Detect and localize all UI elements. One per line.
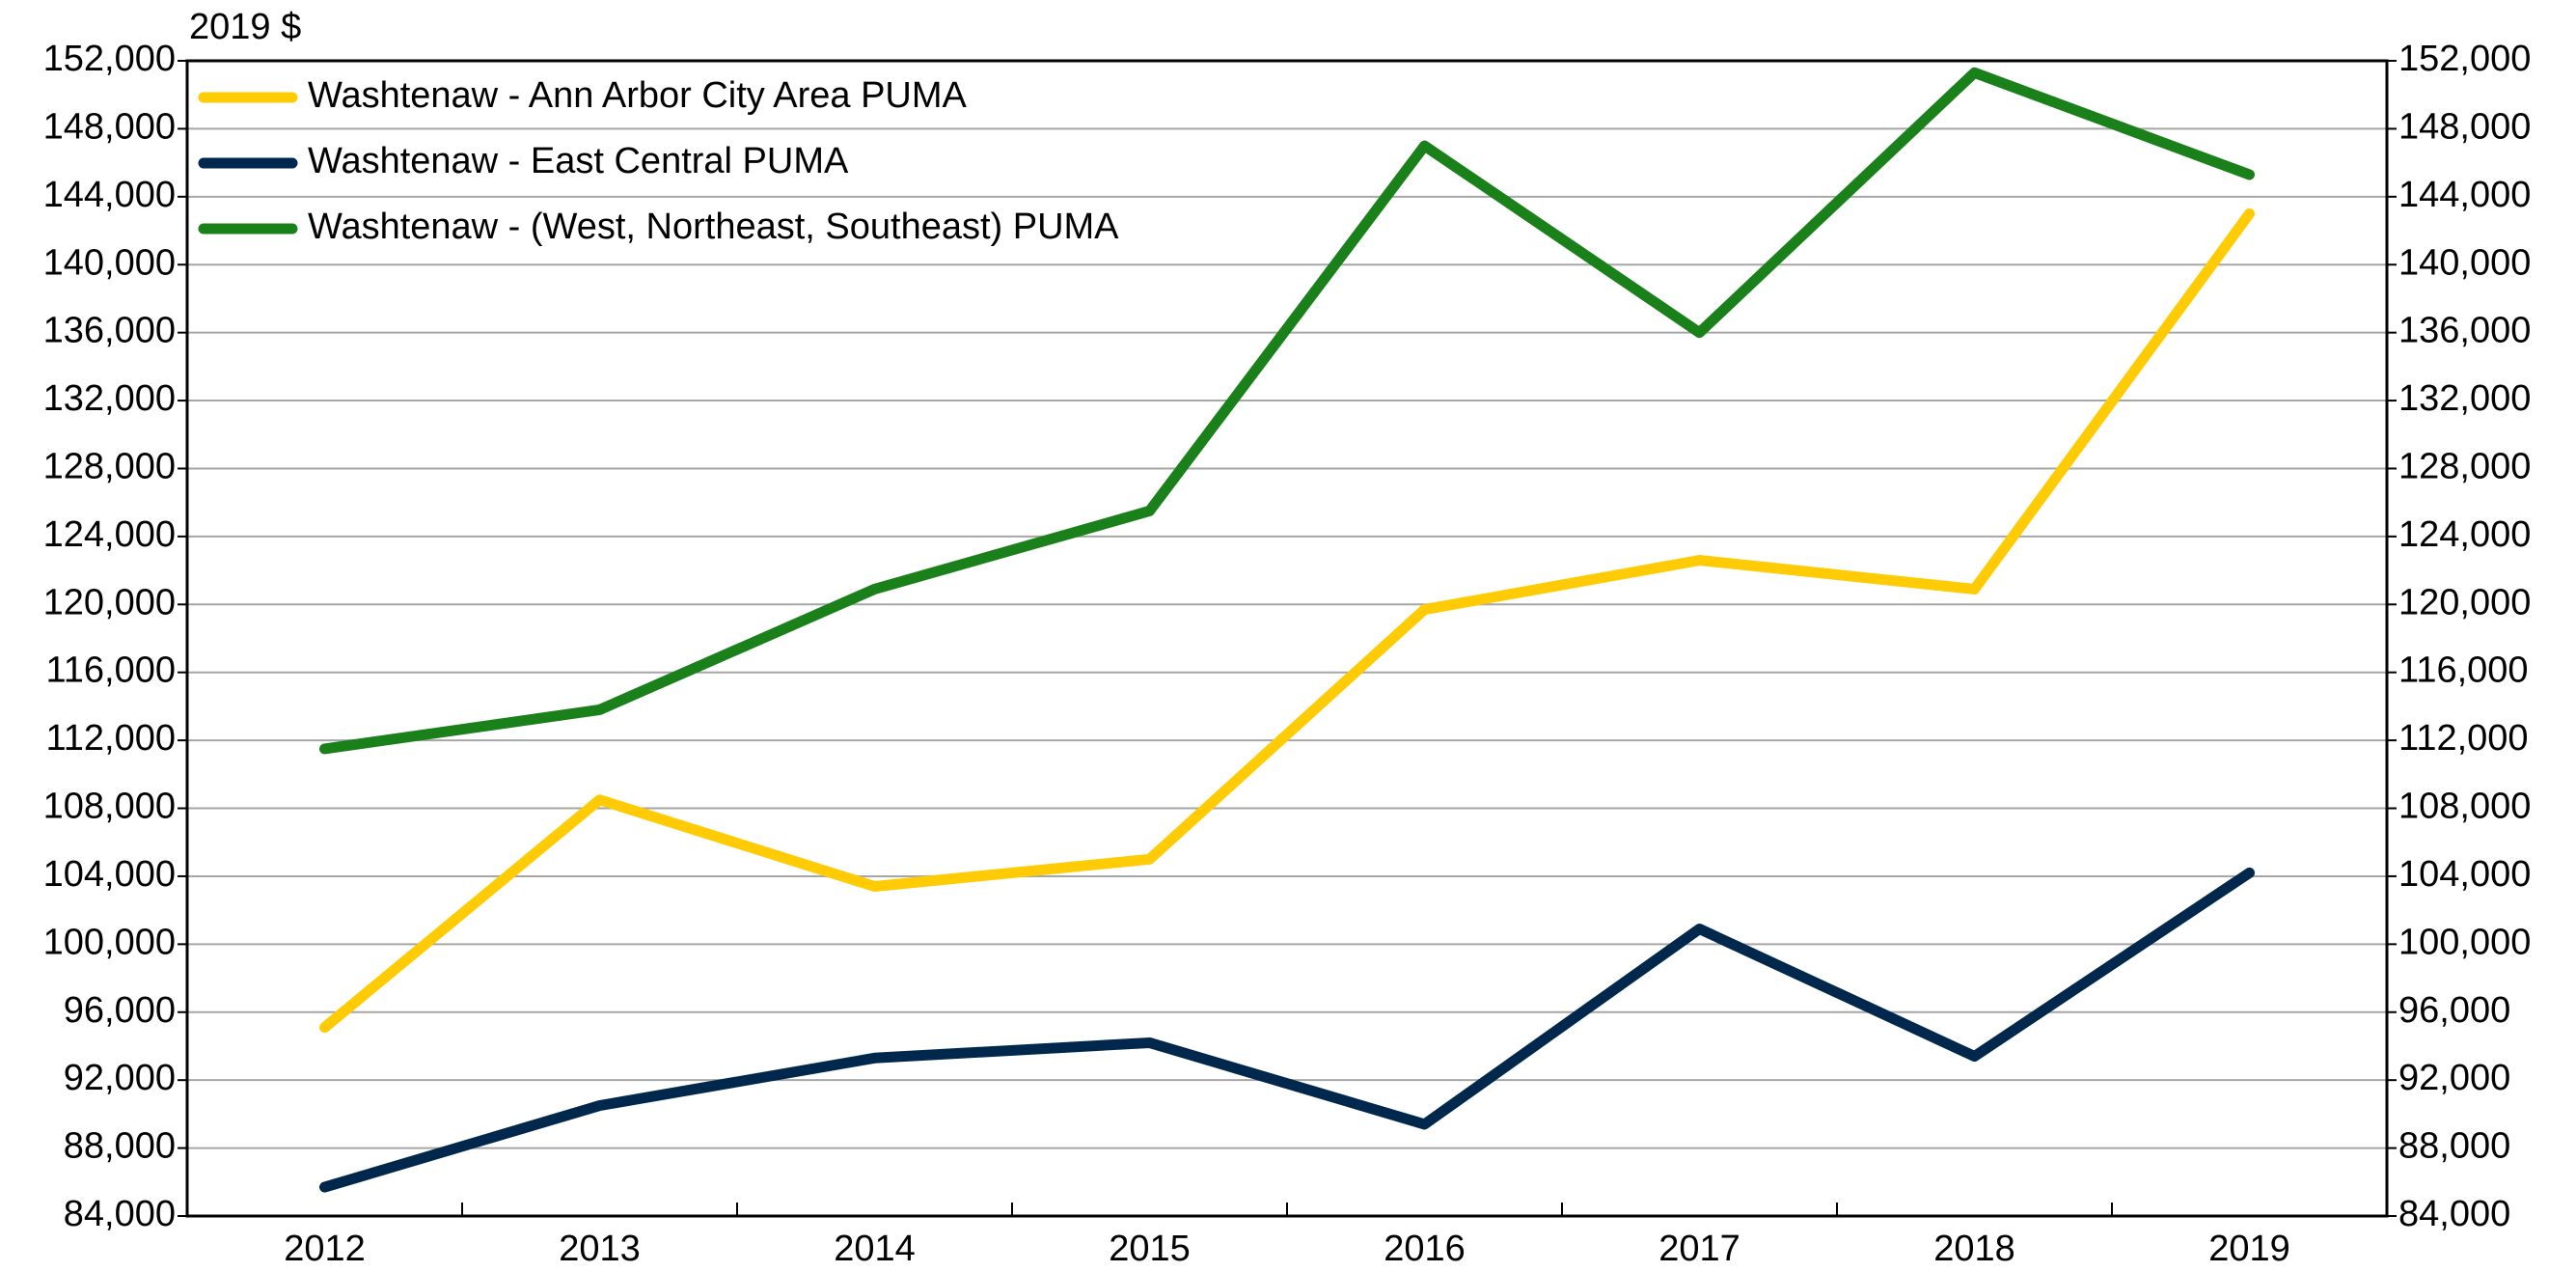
- x-tick-label: 2019: [2208, 1229, 2290, 1267]
- y-tick-label: 108,000: [43, 787, 176, 827]
- y2-tick-label: 96,000: [2398, 990, 2510, 1031]
- y2-tick-label: 144,000: [2398, 175, 2531, 215]
- y2-tick-label: 136,000: [2398, 311, 2531, 351]
- y-tick-label: 92,000: [64, 1058, 176, 1098]
- y2-tick-label: 108,000: [2398, 787, 2531, 827]
- x-tick-label: 2017: [1658, 1229, 1740, 1267]
- y-tick-label: 128,000: [43, 447, 176, 487]
- y-tick-label: 120,000: [43, 582, 176, 622]
- y2-tick-label: 112,000: [2398, 718, 2529, 759]
- y2-tick-label: 148,000: [2398, 106, 2531, 147]
- series-line: [319, 67, 2255, 755]
- y-tick-label: 140,000: [43, 242, 176, 283]
- y-tick-label: 144,000: [43, 175, 176, 215]
- x-tick-label: 2016: [1384, 1229, 1466, 1267]
- series-line: [319, 867, 2255, 1193]
- y-tick-label: 112,000: [45, 718, 176, 759]
- y-tick-label: 84,000: [64, 1194, 176, 1234]
- y2-tick-label: 116,000: [2398, 650, 2529, 691]
- y2-tick-label: 124,000: [2398, 514, 2531, 555]
- legend-label: Washtenaw - Ann Arbor City Area PUMA: [308, 75, 968, 116]
- y-tick-label: 148,000: [43, 106, 176, 147]
- legend-label: Washtenaw - (West, Northeast, Southeast)…: [308, 207, 1119, 247]
- x-tick-label: 2015: [1109, 1229, 1191, 1267]
- y2-tick-label: 88,000: [2398, 1126, 2510, 1167]
- y-tick-label: 124,000: [43, 514, 176, 555]
- x-tick-label: 2014: [834, 1229, 916, 1267]
- y2-tick-label: 152,000: [2398, 39, 2531, 79]
- y2-tick-label: 104,000: [2398, 854, 2531, 895]
- series-line: [319, 207, 2255, 1034]
- y2-tick-label: 132,000: [2398, 378, 2531, 419]
- y-tick-label: 104,000: [43, 854, 176, 895]
- x-tick-label: 2018: [1933, 1229, 2015, 1267]
- y-tick-label: 96,000: [64, 990, 176, 1031]
- legend-label: Washtenaw - East Central PUMA: [308, 141, 849, 181]
- y-tick-label: 152,000: [43, 39, 176, 79]
- y-axis-label: 2019 $: [189, 7, 301, 47]
- y2-tick-label: 100,000: [2398, 922, 2531, 962]
- y2-tick-label: 128,000: [2398, 447, 2531, 487]
- y-tick-label: 132,000: [43, 378, 176, 419]
- y2-tick-label: 92,000: [2398, 1058, 2510, 1098]
- x-tick-label: 2012: [284, 1229, 366, 1267]
- y2-tick-label: 84,000: [2398, 1194, 2510, 1234]
- y-tick-label: 136,000: [43, 311, 176, 351]
- x-tick-label: 2013: [559, 1229, 641, 1267]
- y-tick-label: 116,000: [45, 650, 176, 691]
- y-tick-label: 88,000: [64, 1126, 176, 1167]
- y2-tick-label: 140,000: [2398, 242, 2531, 283]
- y-tick-label: 100,000: [43, 922, 176, 962]
- y2-tick-label: 120,000: [2398, 582, 2531, 622]
